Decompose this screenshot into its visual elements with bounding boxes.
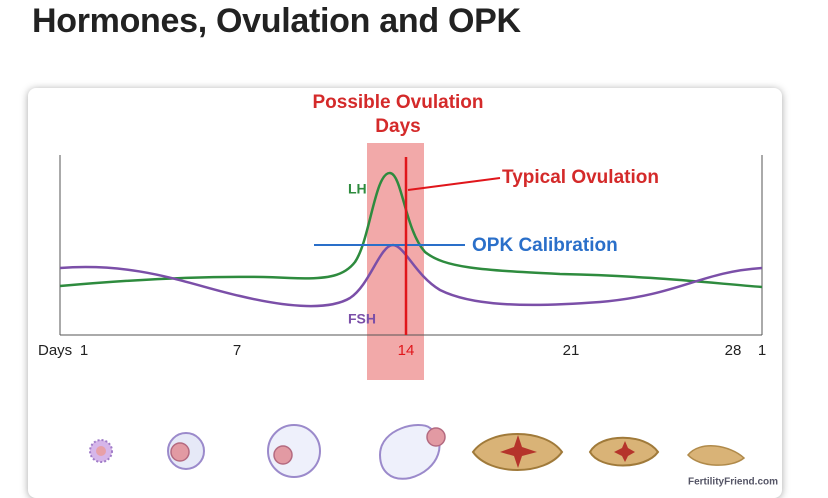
fsh-label: FSH	[348, 311, 376, 327]
credit: FertilityFriend.com	[688, 477, 778, 488]
axis-label: Days	[38, 342, 72, 359]
follicle-icons	[89, 424, 746, 480]
page: {"header": {"title": "Hormones, Ovulatio…	[32, 2, 779, 488]
typical-ovulation-label: Typical Ovulation	[502, 167, 659, 188]
day-label: 14	[398, 342, 415, 359]
opk-label: OPK Calibration	[472, 235, 618, 256]
callout-line	[407, 177, 501, 191]
window-title: Days	[375, 116, 420, 137]
day-label: 7	[233, 342, 241, 359]
window-title: Possible Ovulation	[312, 92, 483, 113]
day-label: 1	[758, 342, 766, 359]
lh-curve	[59, 171, 763, 289]
figure: Possible Ovulation Days Typical Ovulatio…	[38, 92, 778, 488]
page-title: Hormones, Ovulation and OPK	[32, 2, 521, 40]
lh-label: LH	[348, 181, 367, 197]
day-label: 21	[563, 342, 580, 359]
day-label: 28	[725, 342, 742, 359]
day-label: 1	[80, 342, 88, 359]
